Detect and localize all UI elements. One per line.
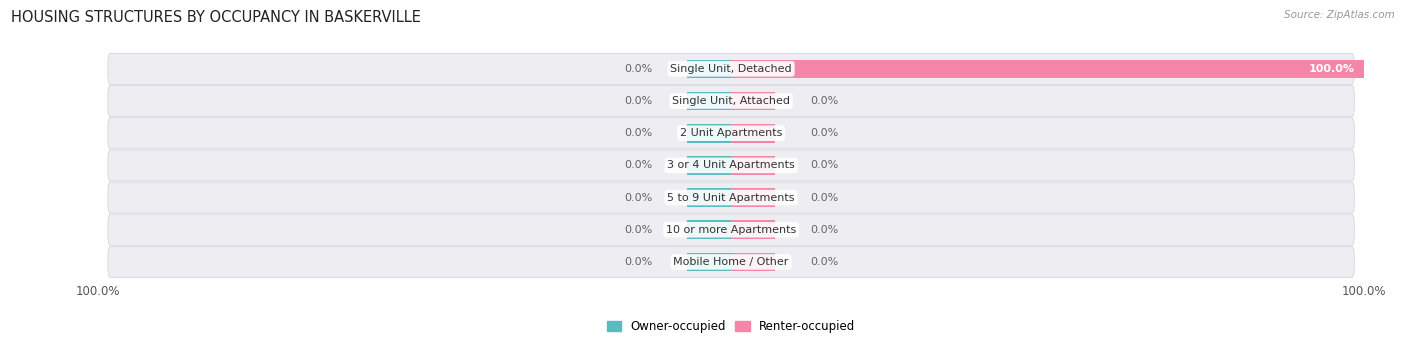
Text: Single Unit, Attached: Single Unit, Attached <box>672 96 790 106</box>
Text: 10 or more Apartments: 10 or more Apartments <box>666 225 796 235</box>
Text: HOUSING STRUCTURES BY OCCUPANCY IN BASKERVILLE: HOUSING STRUCTURES BY OCCUPANCY IN BASKE… <box>11 10 422 25</box>
Legend: Owner-occupied, Renter-occupied: Owner-occupied, Renter-occupied <box>602 315 860 338</box>
Text: 0.0%: 0.0% <box>810 225 838 235</box>
Text: 0.0%: 0.0% <box>624 193 652 203</box>
Bar <box>686 92 731 110</box>
FancyBboxPatch shape <box>108 118 1354 149</box>
Bar <box>731 124 776 143</box>
FancyBboxPatch shape <box>108 214 1354 245</box>
Bar <box>731 156 776 175</box>
Text: 100.0%: 100.0% <box>1309 64 1354 74</box>
Text: 0.0%: 0.0% <box>810 160 838 170</box>
FancyBboxPatch shape <box>108 54 1354 84</box>
Bar <box>731 188 776 207</box>
Bar <box>686 220 731 239</box>
Bar <box>686 253 731 271</box>
Text: 0.0%: 0.0% <box>810 128 838 138</box>
Text: 0.0%: 0.0% <box>624 225 652 235</box>
Text: 0.0%: 0.0% <box>624 64 652 74</box>
Bar <box>686 188 731 207</box>
Text: 0.0%: 0.0% <box>624 160 652 170</box>
Text: 0.0%: 0.0% <box>810 257 838 267</box>
Bar <box>731 253 776 271</box>
Bar <box>731 220 776 239</box>
Text: 2 Unit Apartments: 2 Unit Apartments <box>681 128 782 138</box>
FancyBboxPatch shape <box>108 86 1354 117</box>
FancyBboxPatch shape <box>108 150 1354 181</box>
Text: 0.0%: 0.0% <box>624 96 652 106</box>
Text: Single Unit, Detached: Single Unit, Detached <box>671 64 792 74</box>
Bar <box>686 156 731 175</box>
Text: 0.0%: 0.0% <box>810 193 838 203</box>
Bar <box>686 124 731 143</box>
Text: 5 to 9 Unit Apartments: 5 to 9 Unit Apartments <box>668 193 794 203</box>
FancyBboxPatch shape <box>108 247 1354 277</box>
FancyBboxPatch shape <box>108 182 1354 213</box>
Text: 0.0%: 0.0% <box>624 128 652 138</box>
Text: 0.0%: 0.0% <box>624 257 652 267</box>
Bar <box>686 60 731 78</box>
Bar <box>731 92 776 110</box>
Text: 3 or 4 Unit Apartments: 3 or 4 Unit Apartments <box>668 160 794 170</box>
Text: 0.0%: 0.0% <box>810 96 838 106</box>
Text: Mobile Home / Other: Mobile Home / Other <box>673 257 789 267</box>
Text: Source: ZipAtlas.com: Source: ZipAtlas.com <box>1284 10 1395 20</box>
Bar <box>731 60 1364 78</box>
